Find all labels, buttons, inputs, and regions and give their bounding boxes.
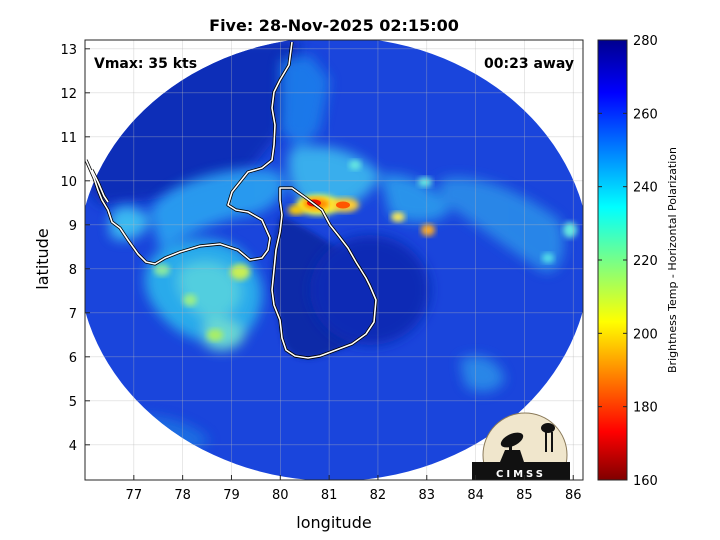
colorbar-tick-label: 260	[633, 107, 658, 122]
colorbar-tick-label: 240	[633, 181, 658, 196]
x-tick-label: 81	[321, 488, 338, 503]
y-tick-label: 4	[69, 439, 77, 454]
time-away-label: 00:23 away	[484, 56, 574, 72]
x-tick-label: 86	[565, 488, 582, 503]
x-tick-marks	[133, 475, 574, 480]
plot-area: CIMSS	[85, 40, 583, 480]
x-tick-label: 82	[370, 488, 387, 503]
coastlines-white	[85, 41, 377, 359]
colorbar	[597, 39, 628, 481]
x-tick-labels: 77 78 79 80 81 82 83 84 85 86	[126, 488, 582, 503]
y-tick-label: 7	[69, 307, 77, 322]
x-tick-label: 84	[467, 488, 484, 503]
y-tick-label: 5	[69, 395, 77, 410]
y-tick-label: 11	[60, 131, 77, 146]
y-tick-label: 13	[60, 43, 77, 58]
y-tick-labels: 4 5 6 7 8 9 10 11 12 13	[60, 43, 77, 454]
satellite-dish-icon	[500, 432, 524, 448]
x-axis-label: longitude	[296, 513, 371, 532]
swath-disc	[85, 40, 583, 480]
y-tick-marks	[85, 48, 90, 446]
x-tick-label: 80	[272, 488, 289, 503]
colorbar-tick-label: 280	[633, 34, 658, 49]
x-tick-label: 78	[174, 488, 191, 503]
grid-lines	[85, 40, 583, 480]
colorbar-tick-label: 200	[633, 327, 658, 342]
colorbar-tick-label: 220	[633, 254, 658, 269]
chart-title: Five: 28-Nov-2025 02:15:00	[209, 16, 459, 35]
y-tick-label: 10	[60, 175, 77, 190]
logo-text: CIMSS	[496, 469, 546, 480]
x-tick-label: 77	[126, 488, 143, 503]
colorbar-tick-labels: 160 180 200 220 240 260 280	[598, 34, 658, 489]
y-tick-label: 6	[69, 351, 77, 366]
y-axis-label: latitude	[33, 228, 52, 289]
y-tick-label: 8	[69, 263, 77, 278]
cimss-logo: CIMSS	[472, 412, 570, 480]
colorbar-tick-label: 160	[633, 474, 658, 489]
y-tick-label: 12	[60, 87, 77, 102]
convective-cells	[154, 160, 577, 341]
plot-frame	[84, 39, 584, 481]
y-tick-label: 9	[69, 219, 77, 234]
colorbar-label: Brightness Temp - Horizontal Polarizatio…	[666, 147, 679, 373]
x-tick-label: 85	[516, 488, 533, 503]
x-tick-label: 83	[418, 488, 435, 503]
vmax-label: Vmax: 35 kts	[94, 56, 197, 72]
colorbar-tick-label: 180	[633, 401, 658, 416]
x-tick-label: 79	[223, 488, 240, 503]
